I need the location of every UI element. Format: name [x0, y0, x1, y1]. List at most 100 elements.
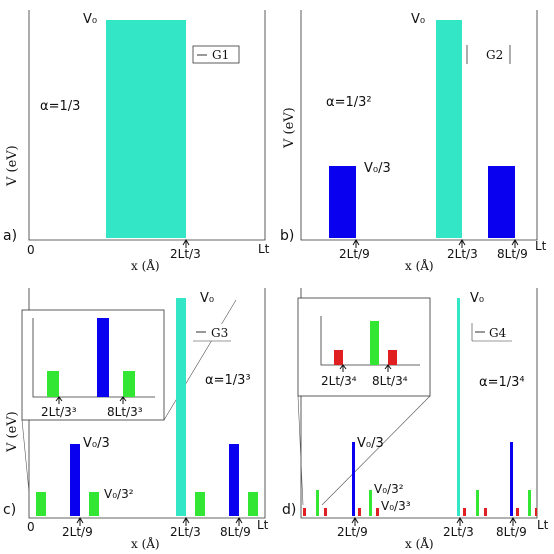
panel-b-tick-arrow-2lt3 [458, 239, 466, 248]
panel-d-inset-bar-red-left [334, 350, 343, 365]
panel-d-v0-third-label: V₀/3 [357, 436, 384, 451]
panel-a: V₀ α=1/3 G1 V (eV) a) 0 2Lt/3 Lt x (Å) [3, 10, 270, 273]
panel-c-bar-cyan [176, 298, 186, 516]
panel-b-frame [300, 10, 538, 241]
panel-a-y-axis-label: V (eV) [5, 145, 20, 187]
panel-d-bar-red-5 [463, 508, 466, 516]
panel-c-bar-green-2 [89, 492, 99, 516]
panel-c-alpha-label: α=1/3³ [205, 373, 251, 388]
panel-b-legend: G2 [466, 45, 511, 64]
panel-d-inset-bar-red-right [388, 350, 397, 365]
panel-a-legend-box [192, 45, 240, 64]
panel-c-tick-lt: Lt [257, 518, 269, 532]
panel-d-tick-arrow-8lt9 [509, 517, 517, 526]
panel-d-tick-2lt9: 2Lt/9 [337, 525, 368, 539]
panel-b-alpha-label: α=1/3² [326, 95, 372, 110]
panel-c-tick-arrow-2lt3 [182, 517, 190, 526]
panel-c-tick-8lt9: 8Lt/9 [220, 525, 251, 539]
panel-a-legend: G1 [192, 45, 240, 64]
panel-a-tick-zero: 0 [27, 243, 35, 257]
panel-d-v0-label: V₀ [470, 291, 484, 306]
panel-d-bar-blue-right [510, 442, 513, 516]
panel-d-bar-red-8 [535, 508, 537, 516]
panel-d-bar-red-1 [303, 508, 306, 516]
panel-b-panel-label: b) [280, 228, 294, 244]
panel-b-barrier-left [329, 166, 356, 238]
panel-b-v0-third-label: V₀/3 [364, 161, 391, 176]
panel-d-v0-27-label: V₀/3³ [381, 499, 411, 513]
panel-c-zoom-line-left [21, 419, 30, 493]
panel-b-tick-2lt9: 2Lt/9 [339, 247, 370, 261]
panel-b-legend-text: G2 [486, 48, 503, 62]
panel-d-bar-green-3 [476, 490, 479, 516]
panel-d-alpha-label: α=1/3⁴ [479, 375, 525, 390]
panel-d-legend-text: G4 [489, 326, 507, 340]
panel-d-x-axis-label: x (Å) [405, 536, 434, 551]
panel-c-inset-tick-right: 8Lt/3³ [107, 405, 143, 419]
panel-d: 2Lt/3⁴ 8Lt/3⁴ V₀ V₀/3 V₀/3² V₀/3³ α=1/3⁴… [282, 288, 549, 551]
panel-d-bar-green-1 [316, 490, 319, 516]
panel-d-inset-tick-arrow-left [339, 364, 347, 372]
panel-c-v0-label: V₀ [200, 291, 214, 306]
panel-d-legend: G4 [471, 323, 512, 342]
panel-c-legend-box [193, 324, 231, 341]
panel-c-bar-blue-left [70, 444, 80, 516]
panel-a-tick-2lt3: 2Lt/3 [170, 247, 201, 261]
panel-c-legend: G3 [193, 324, 231, 342]
panel-d-bar-red-7 [516, 508, 519, 516]
panel-d-bar-red-6 [484, 508, 487, 516]
panel-d-inset-tick-left: 2Lt/3⁴ [321, 374, 357, 388]
panel-c-inset-box [21, 309, 165, 421]
panel-d-bar-red-4 [376, 508, 379, 516]
panel-b-barrier-right [488, 166, 515, 238]
panel-c-zoom-line-right [163, 299, 237, 421]
panel-b-y-axis-label: V (eV) [282, 107, 297, 149]
panel-d-inset-box [297, 297, 431, 397]
panel-a-v0-label: V₀ [83, 12, 97, 27]
panel-a-alpha-label: α=1/3 [40, 99, 80, 114]
panel-c-inset-bar-green-right [123, 371, 135, 397]
panel-d-inset: 2Lt/3⁴ 8Lt/3⁴ [297, 297, 431, 397]
panel-c-tick-2lt9: 2Lt/9 [62, 525, 93, 539]
panel-d-inset-axes [320, 316, 420, 366]
panel-c-inset-tick-left: 2Lt/3³ [41, 405, 77, 419]
panel-d-frame [300, 288, 538, 519]
panel-c-inset-bar-blue [97, 318, 109, 397]
panel-a-tick-lt: Lt [258, 242, 270, 256]
panel-d-zoom-line-right [321, 395, 431, 506]
panel-a-tick-arrow [182, 239, 190, 248]
panel-c-inset-bar-green-left [47, 371, 59, 397]
panel-a-panel-label: a) [3, 228, 17, 244]
panel-b-tick-8lt9: 8Lt/9 [497, 247, 528, 261]
panel-c-panel-label: c) [3, 502, 16, 518]
panel-c-bar-green-4 [248, 492, 258, 516]
panel-d-inset-tick-arrow-right [384, 364, 392, 372]
panel-d-bar-green-2 [369, 490, 372, 516]
panel-c-inset-tick-arrow-left [55, 396, 63, 404]
panel-c-tick-2lt3: 2Lt/3 [170, 525, 201, 539]
panel-d-bar-green-4 [528, 490, 531, 516]
panel-a-frame [28, 10, 266, 241]
panel-d-v0-ninth-label: V₀/3² [374, 482, 404, 496]
panel-b-tick-2lt3: 2Lt/3 [447, 247, 478, 261]
panel-d-tick-arrow-2lt3 [456, 517, 464, 526]
panel-c-bar-blue-right [229, 444, 239, 516]
panel-d-zoom-line-left [297, 395, 304, 506]
panel-d-tick-8lt9: 8Lt/9 [496, 525, 527, 539]
panel-b-x-axis-label: x (Å) [405, 258, 434, 273]
panel-d-bar-cyan [457, 298, 460, 516]
panel-c-v0-ninth-label: V₀/3² [104, 487, 134, 501]
panel-d-tick-arrow-2lt9 [351, 517, 359, 526]
panel-c-y-axis-label: V (eV) [5, 411, 20, 453]
panel-c-legend-text: G3 [211, 326, 228, 340]
panel-c-inset-tick-arrow-right [119, 396, 127, 404]
panel-d-inset-bar-green [370, 321, 379, 365]
panel-a-legend-text: G1 [212, 48, 229, 62]
panel-d-panel-label: d) [282, 502, 296, 518]
panel-c-tick-zero: 0 [27, 520, 35, 534]
panel-c-tick-arrow-8lt9 [235, 517, 243, 526]
panel-b-tick-lt: Lt [535, 239, 547, 253]
panel-c-bar-green-3 [195, 492, 205, 516]
panel-c-bar-green-1 [36, 492, 46, 516]
